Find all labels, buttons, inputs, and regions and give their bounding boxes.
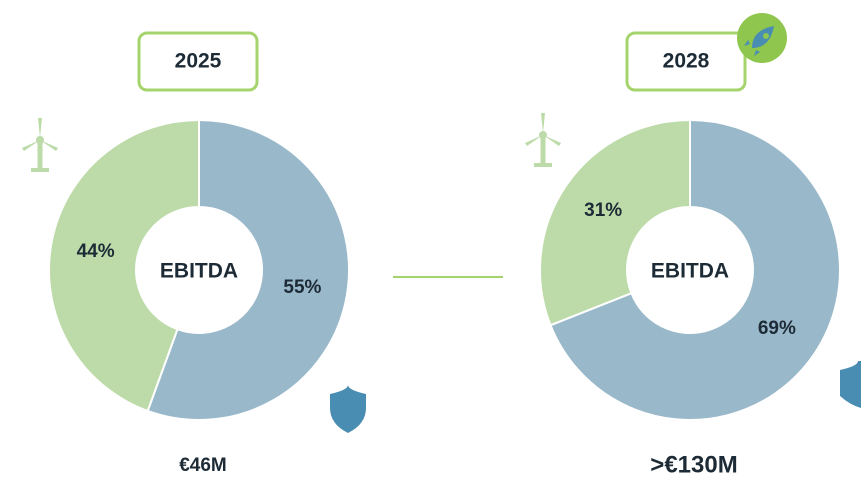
total-label: >€130M [650,451,737,478]
windmill-icon [22,118,58,172]
year-label: 2028 [663,50,710,73]
charts: 55% 44% EBITDA 2025 €46M 69% 31% EBITDA 2028 >€13… [48,31,841,478]
shield-icon [840,361,861,408]
year-label: 2025 [175,50,222,73]
shield-icon [330,385,366,433]
donut-segment [549,118,841,421]
donut-segment [48,118,200,413]
year-box [625,31,747,92]
year-box [137,31,259,92]
rocket-icon [737,13,787,63]
center-label: EBITDA [160,260,238,283]
data-label: 69% [758,318,796,339]
donut-segment [539,118,691,327]
total-label: €46M [179,455,227,476]
data-label: 31% [584,200,622,221]
donut-segment [146,118,350,421]
data-label: 55% [283,277,321,298]
data-label: 44% [77,241,115,262]
center-label: EBITDA [651,260,729,283]
windmill-icon [525,113,561,167]
